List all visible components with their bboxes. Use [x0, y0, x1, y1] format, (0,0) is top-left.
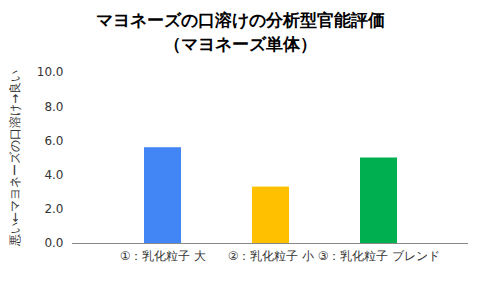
- svg-text:③：乳化粒子 ブレンド: ③：乳化粒子 ブレンド: [318, 249, 441, 263]
- html-text:（マヨネーズ単体）: （マヨネーズ単体）: [163, 34, 317, 54]
- svg-text:8.0: 8.0: [44, 100, 63, 114]
- svg-text:10.0: 10.0: [37, 65, 64, 79]
- svg-text:①：乳化粒子 大: ①：乳化粒子 大: [120, 249, 207, 263]
- svg-text:2.0: 2.0: [44, 202, 63, 216]
- svg-text:②：乳化粒子 小: ②：乳化粒子 小: [228, 249, 315, 263]
- svg-text:4.0: 4.0: [44, 168, 63, 182]
- svg-text:6.0: 6.0: [44, 134, 63, 148]
- svg-text:悪い←マヨネーズの口溶け→良い: 悪い←マヨネーズの口溶け→良い: [8, 70, 22, 247]
- html-text:マヨネーズの口溶けの分析型官能評価: マヨネーズの口溶けの分析型官能評価: [95, 10, 385, 30]
- svg-text:0.0: 0.0: [44, 236, 63, 250]
